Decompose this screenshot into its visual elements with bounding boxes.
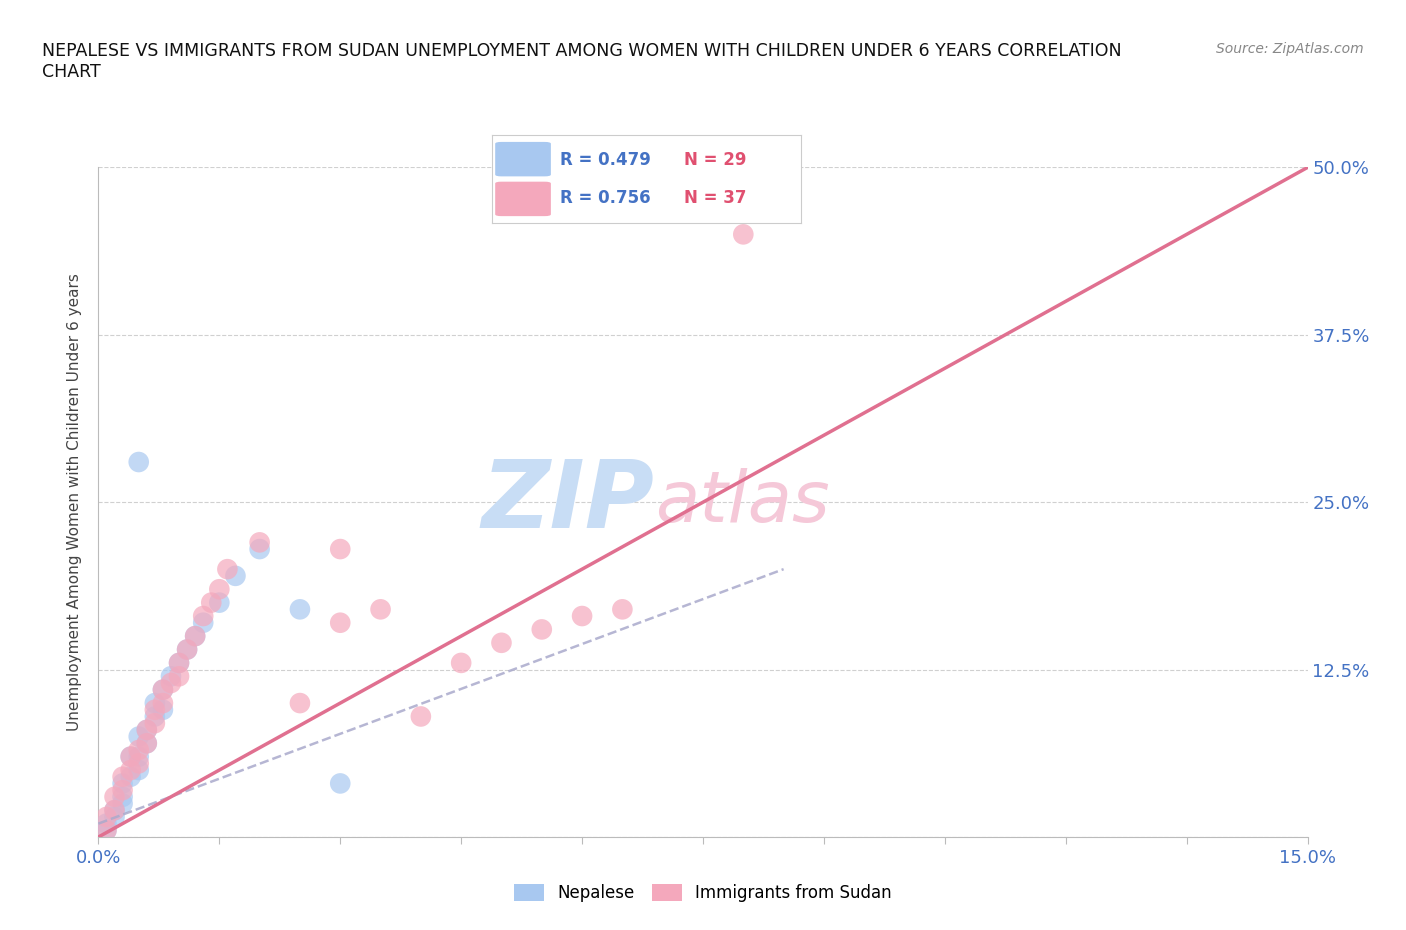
Point <box>111 796 134 811</box>
Point <box>160 669 183 684</box>
Point <box>329 616 352 631</box>
Point <box>120 750 142 764</box>
Point <box>208 595 231 610</box>
Point <box>288 696 311 711</box>
Point <box>135 723 157 737</box>
Point <box>96 823 118 838</box>
Text: ZIP: ZIP <box>482 457 655 548</box>
Point <box>103 790 125 804</box>
Point <box>128 729 150 744</box>
Text: N = 29: N = 29 <box>683 151 747 168</box>
Point <box>128 750 150 764</box>
Point <box>224 568 246 583</box>
Text: R = 0.756: R = 0.756 <box>560 190 651 207</box>
Point <box>152 683 174 698</box>
Point <box>135 736 157 751</box>
Point <box>193 608 215 623</box>
Point <box>249 535 271 550</box>
Point <box>96 817 118 831</box>
Point <box>208 582 231 597</box>
Point <box>152 702 174 717</box>
Point <box>370 602 392 617</box>
FancyBboxPatch shape <box>495 142 551 177</box>
Point <box>143 716 166 731</box>
Point <box>96 823 118 838</box>
Point <box>491 635 513 650</box>
Point <box>733 227 755 242</box>
Point <box>160 675 183 690</box>
Point <box>103 803 125 817</box>
Legend: Nepalese, Immigrants from Sudan: Nepalese, Immigrants from Sudan <box>508 878 898 909</box>
Point <box>143 709 166 724</box>
FancyBboxPatch shape <box>495 181 551 216</box>
Point <box>571 608 593 623</box>
Point <box>103 809 125 824</box>
Point <box>167 656 190 671</box>
Point <box>111 790 134 804</box>
Text: Source: ZipAtlas.com: Source: ZipAtlas.com <box>1216 42 1364 56</box>
Point <box>128 756 150 771</box>
Point <box>103 803 125 817</box>
Point <box>612 602 634 617</box>
Point <box>120 763 142 777</box>
Point <box>176 642 198 657</box>
Text: atlas: atlas <box>655 468 830 537</box>
Point <box>111 776 134 790</box>
Point <box>152 696 174 711</box>
Point <box>135 723 157 737</box>
Y-axis label: Unemployment Among Women with Children Under 6 years: Unemployment Among Women with Children U… <box>67 273 83 731</box>
Point <box>111 769 134 784</box>
Point <box>217 562 239 577</box>
Point <box>329 776 352 790</box>
Point <box>184 629 207 644</box>
Point <box>96 809 118 824</box>
Point <box>530 622 553 637</box>
Point <box>128 455 150 470</box>
Point <box>135 736 157 751</box>
Point <box>167 656 190 671</box>
Text: N = 37: N = 37 <box>683 190 747 207</box>
Point <box>193 616 215 631</box>
Point <box>176 642 198 657</box>
Point <box>128 742 150 757</box>
Point <box>184 629 207 644</box>
Point <box>120 769 142 784</box>
Point <box>167 669 190 684</box>
Point <box>200 595 222 610</box>
Point <box>111 783 134 798</box>
Point <box>450 656 472 671</box>
Text: R = 0.479: R = 0.479 <box>560 151 651 168</box>
Text: NEPALESE VS IMMIGRANTS FROM SUDAN UNEMPLOYMENT AMONG WOMEN WITH CHILDREN UNDER 6: NEPALESE VS IMMIGRANTS FROM SUDAN UNEMPL… <box>42 42 1122 81</box>
Point <box>143 702 166 717</box>
Point <box>152 683 174 698</box>
Point <box>143 696 166 711</box>
Point <box>288 602 311 617</box>
Point <box>409 709 432 724</box>
Point <box>128 763 150 777</box>
Point <box>120 750 142 764</box>
Point <box>329 541 352 556</box>
Point <box>249 541 271 556</box>
